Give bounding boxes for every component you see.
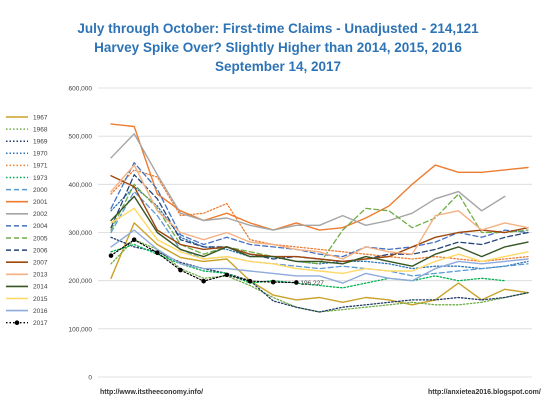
series-line-2002 bbox=[110, 133, 506, 231]
y-axis-ticks: 0 100,000 200,000 300,000 400,000 500,000 600,… bbox=[69, 86, 93, 382]
series-line-2013 bbox=[110, 164, 529, 260]
series-line-1969 bbox=[110, 236, 529, 313]
series-line-2016 bbox=[110, 229, 529, 284]
series-markers bbox=[108, 237, 299, 285]
legend-label-2015: 2015 bbox=[33, 296, 48, 303]
legend-label-1971: 1971 bbox=[33, 163, 48, 170]
credit-right: http://anxietea2016.blogspot.com/ bbox=[428, 389, 541, 396]
legend-label-1970: 1970 bbox=[33, 151, 48, 158]
data-point-2017 bbox=[201, 278, 206, 284]
series-line-1967 bbox=[110, 222, 529, 306]
y-tick-label: 600,000 bbox=[69, 86, 93, 93]
legend-label-2013: 2013 bbox=[33, 272, 48, 279]
legend-label-2000: 2000 bbox=[33, 187, 48, 194]
legend-label-1969: 1969 bbox=[33, 139, 48, 146]
legend-label-2004: 2004 bbox=[33, 223, 48, 230]
credit-left: http://www.itstheeconomy.info/ bbox=[100, 389, 203, 396]
data-point-2017 bbox=[247, 278, 253, 284]
data-point-2017 bbox=[131, 237, 137, 243]
data-point-2017 bbox=[178, 267, 183, 273]
legend-label-2005: 2005 bbox=[33, 235, 48, 242]
legend-label-2016: 2016 bbox=[33, 308, 48, 315]
legend-label-1967: 1967 bbox=[33, 114, 48, 121]
y-tick-label: 500,000 bbox=[69, 134, 93, 141]
data-point-2017 bbox=[155, 250, 160, 256]
legend-label-2007: 2007 bbox=[33, 260, 48, 267]
data-point-2017 bbox=[108, 253, 114, 258]
series-line-2007 bbox=[110, 175, 529, 263]
series-line-2015 bbox=[110, 207, 529, 275]
chart-title-line-2: Harvey Spike Over? Slightly Higher than … bbox=[94, 40, 462, 55]
chart-title-line-1: July through October: First-time Claims … bbox=[77, 21, 479, 36]
legend-label-2006: 2006 bbox=[33, 247, 48, 254]
data-point-2017 bbox=[224, 272, 230, 278]
legend-label-1973: 1973 bbox=[33, 175, 48, 182]
data-point-2017 bbox=[294, 280, 299, 285]
y-tick-label: 0 bbox=[88, 375, 92, 382]
legend-label-1968: 1968 bbox=[33, 126, 48, 133]
chart-title-line-3: September 14, 2017 bbox=[215, 59, 341, 74]
series-line-1970 bbox=[110, 186, 529, 270]
legend-marker-2017 bbox=[14, 320, 20, 326]
series-line-2001 bbox=[110, 123, 529, 231]
legend-label-2017: 2017 bbox=[33, 320, 48, 327]
legend: 1967 1968 1969 1970 1971 1973 2000 2001 2002 2004… bbox=[6, 114, 48, 327]
y-tick-label: 100,000 bbox=[69, 326, 93, 333]
legend-label-2002: 2002 bbox=[33, 211, 48, 218]
legend-label-2014: 2014 bbox=[33, 284, 48, 291]
series-line-2014 bbox=[110, 195, 529, 267]
series-line-1971 bbox=[110, 169, 529, 263]
annotation-196227: 196,227 bbox=[300, 280, 324, 287]
gridlines bbox=[98, 87, 532, 378]
y-tick-label: 400,000 bbox=[69, 182, 93, 189]
data-point-2017 bbox=[270, 279, 276, 285]
legend-label-2001: 2001 bbox=[33, 199, 48, 206]
y-tick-label: 300,000 bbox=[69, 230, 93, 237]
y-tick-label: 200,000 bbox=[69, 278, 93, 285]
